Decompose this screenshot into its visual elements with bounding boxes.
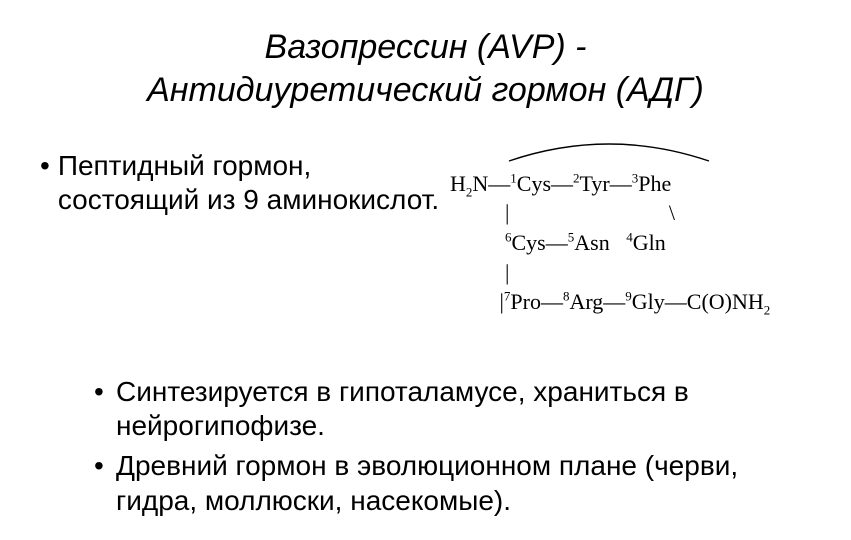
title-line-1: Вазопрессин (AVP) -	[265, 28, 587, 66]
intro-line-1: Пептидный гормон,	[58, 150, 311, 181]
r2r3-vertical: |	[450, 260, 509, 285]
intro-bullet-item: • Пептидный гормон, состоящий из 9 амино…	[40, 149, 440, 216]
r1: H2N―1Cys―2Tyr―3Phe	[450, 171, 671, 196]
peptide-diagram: H2N―1Cys―2Tyr―3Phe | \ 6Cys―5Asn 4Gln | …	[450, 139, 811, 317]
bullet-dot-icon: •	[94, 375, 108, 409]
list-item: • Синтезируется в гипоталамусе, хранитьс…	[94, 375, 811, 443]
intro-bullet: • Пептидный гормон, состоящий из 9 амино…	[40, 139, 440, 216]
r1r2-vertical: | \	[450, 200, 675, 225]
bullet-text: Синтезируется в гипоталамусе, храниться …	[116, 375, 811, 443]
r3: |7Pro―8Arg―9Gly―C(O)NH2	[450, 289, 770, 314]
arc-container	[450, 139, 713, 157]
slide: Вазопрессин (AVP) - Антидиуретический го…	[0, 0, 851, 540]
bullet-dot-icon: •	[94, 449, 108, 483]
lower-bullet-list: • Синтезируется в гипоталамусе, хранитьс…	[40, 375, 811, 518]
slide-title: Вазопрессин (AVP) - Антидиуретический го…	[40, 26, 811, 111]
intro-text: Пептидный гормон, состоящий из 9 аминоки…	[58, 149, 439, 216]
bullet-text: Древний гормон в эволюционном плане (чер…	[116, 449, 811, 517]
arc-icon	[505, 139, 713, 161]
r2: 6Cys―5Asn 4Gln	[450, 230, 666, 255]
top-row: • Пептидный гормон, состоящий из 9 амино…	[40, 139, 811, 317]
bullet-dot-icon: •	[40, 149, 50, 183]
list-item: • Древний гормон в эволюционном плане (ч…	[94, 449, 811, 517]
intro-line-2: состоящий из 9 аминокислот.	[58, 184, 439, 215]
title-line-2: Антидиуретический гормон (АДГ)	[147, 71, 704, 109]
